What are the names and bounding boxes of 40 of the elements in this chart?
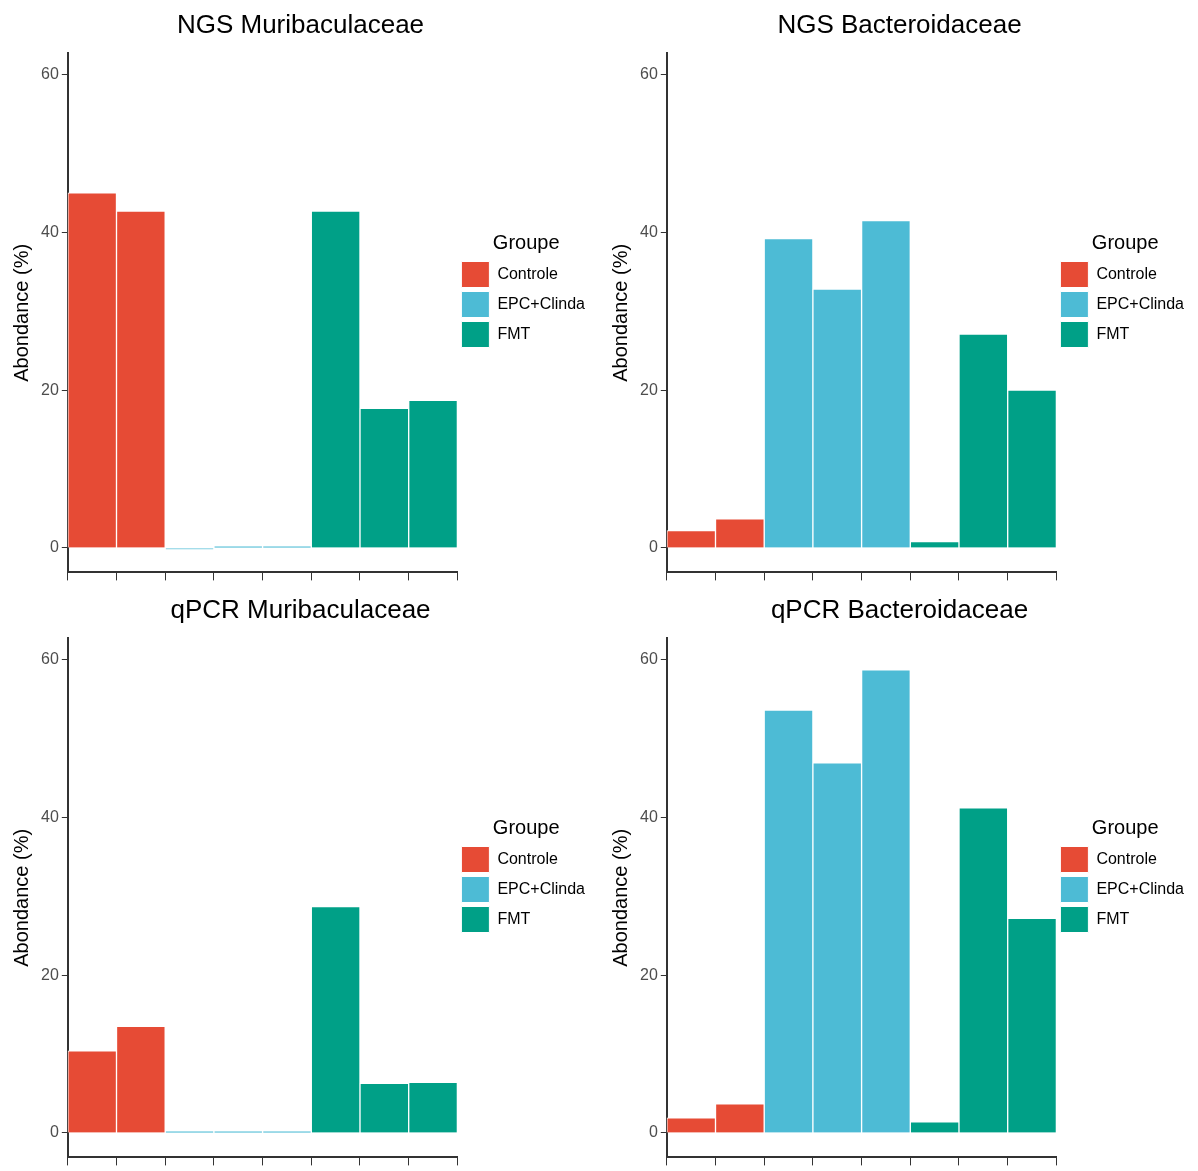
legend-label: FMT	[497, 909, 531, 927]
y-tick-label: 20	[41, 380, 59, 398]
chart-title: NGS Bacteroidaceae	[777, 8, 1022, 39]
y-axis-title: Abondance (%)	[608, 828, 631, 967]
y-axis-title: Abondance (%)	[9, 243, 32, 382]
y-axis-title: Abondance (%)	[608, 243, 631, 382]
y-tick-label: 40	[41, 807, 59, 825]
y-tick-label: 20	[640, 380, 658, 398]
y-tick-label: 0	[49, 538, 59, 556]
legend-label: EPC+Clinda	[497, 879, 586, 897]
chart-title: qPCR Muribaculaceae	[170, 593, 431, 624]
legend-label: Controle	[1096, 264, 1157, 282]
y-tick-label: 0	[648, 538, 658, 556]
legend-label: EPC+Clinda	[1096, 294, 1185, 312]
legend-label: Controle	[497, 849, 558, 867]
y-tick-label: 20	[640, 965, 658, 983]
legend-title: Groupe	[1091, 231, 1159, 254]
legend-label: FMT	[497, 324, 531, 342]
chart-title: qPCR Bacteroidaceae	[770, 593, 1029, 624]
legend-label: FMT	[1096, 909, 1130, 927]
legend-label: Controle	[1096, 849, 1157, 867]
legend-title: Groupe	[492, 231, 560, 254]
y-axis-title: Abondance (%)	[9, 828, 32, 967]
y-tick-label: 60	[41, 649, 59, 667]
legend-title: Groupe	[492, 816, 560, 839]
legend-label: EPC+Clinda	[1096, 879, 1185, 897]
y-tick-label: 60	[640, 649, 658, 667]
legend-title: Groupe	[1091, 816, 1159, 839]
legend-label: Controle	[497, 264, 558, 282]
y-tick-label: 60	[41, 64, 59, 82]
y-tick-label: 0	[49, 1123, 59, 1141]
y-tick-label: 40	[41, 222, 59, 240]
legend-label: FMT	[1096, 324, 1130, 342]
y-tick-label: 60	[640, 64, 658, 82]
y-tick-label: 20	[41, 965, 59, 983]
legend-label: EPC+Clinda	[497, 294, 586, 312]
y-tick-label: 40	[640, 807, 658, 825]
y-tick-label: 0	[648, 1123, 658, 1141]
y-tick-label: 40	[640, 222, 658, 240]
chart-title: NGS Muribaculaceae	[176, 8, 425, 39]
